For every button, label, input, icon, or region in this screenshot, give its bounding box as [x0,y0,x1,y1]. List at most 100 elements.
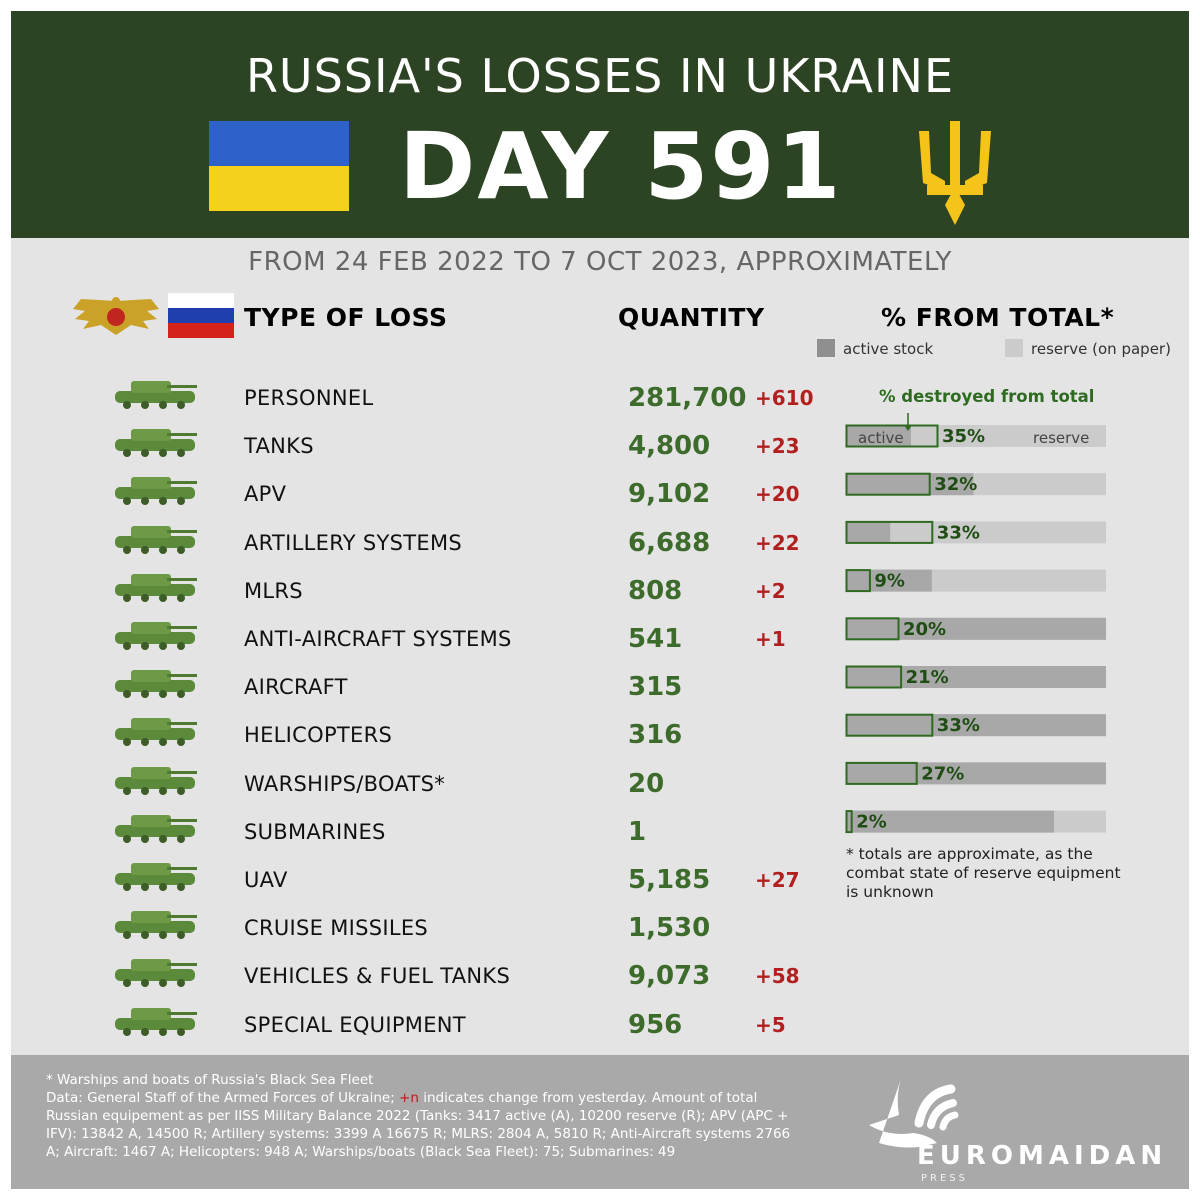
aircraft-icon [101,662,211,706]
russia-flag-icon [168,293,234,338]
bar-active [846,473,974,496]
bar-active [846,810,1054,833]
bar-label: 9% [874,571,905,592]
page-title: RUSSIA'S LOSSES IN UKRAINE [245,49,955,103]
bar-active [846,762,1106,785]
row-quantity: 20 [628,768,665,799]
logo-name: EUROMAIDAN [917,1141,1168,1171]
row-delta: +23 [755,434,800,459]
bar-destroyed [845,713,934,737]
column-header-percent: % FROM TOTAL* [881,303,1115,332]
vehicles-icon [101,951,211,995]
row-delta: +22 [755,530,800,555]
row-label: HELICOPTERS [244,723,393,748]
missile-icon [101,903,211,947]
helicopter-icon [101,710,211,754]
footer-line-2: Data: General Staff of the Armed Forces … [46,1089,806,1161]
row-label: SPECIAL EQUIPMENT [244,1012,466,1037]
row-label: PERSONNEL [244,386,374,410]
row-label: TANKS [244,434,314,459]
row-label: SUBMARINES [244,819,386,844]
bar-reserve-caption: reserve [1033,429,1089,447]
row-quantity: 316 [628,720,683,751]
bar-active [846,714,1106,737]
row-quantity: 1,530 [628,913,711,944]
footer-source: Data: General Staff of the Armed Forces … [46,1090,400,1106]
row-delta: +610 [755,386,814,410]
row-label: VEHICLES & FUEL TANKS [244,964,511,989]
footer: * Warships and boats of Russia's Black S… [11,1055,1189,1189]
percent-chart: 35% 32% 33% 9% 20% 21% 33% 27% 2% active reserve [845,413,1106,834]
bar-label: 27% [921,763,964,784]
bar-destroyed [845,617,900,641]
submarine-icon [101,807,211,851]
bar-destroyed [845,424,939,448]
bar-label: 35% [942,426,985,447]
bar-label: 32% [934,474,977,495]
mlrs-icon [101,566,211,610]
bar-label: 20% [903,619,946,640]
row-quantity: 315 [628,672,683,703]
row-delta: +58 [755,964,800,989]
bar-reserve [846,521,1106,544]
row-delta: +2 [755,578,786,603]
day-counter: DAY 591 [399,113,843,220]
bar-active [846,617,1106,640]
footer-line-1: * Warships and boats of Russia's Black S… [46,1072,374,1088]
footer-text: * Warships and boats of Russia's Black S… [46,1071,806,1161]
row-delta: +1 [755,627,786,651]
column-header-type: TYPE OF LOSS [244,303,448,332]
bar-active [846,521,891,544]
logo-subtitle: PRESS [921,1173,968,1184]
row-label: UAV [244,868,288,892]
footnote-note: * totals are approximate, as the combat … [846,845,1121,901]
bar-destroyed [845,665,903,689]
row-quantity: 9,102 [628,479,711,510]
uav-icon [101,855,211,899]
bar-destroyed [845,761,918,785]
bar-active [846,425,911,447]
row-label: APV [244,482,287,507]
row-delta: +27 [755,868,800,892]
legend-swatch-active [817,339,835,357]
row-quantity: 281,700 [628,383,747,413]
row-delta: +20 [755,482,800,507]
column-header-quantity: QUANTITY [618,303,765,332]
soldiers-icon [101,373,211,417]
bar-label: 21% [906,667,949,688]
row-quantity: 4,800 [628,431,711,462]
row-label: MLRS [244,578,303,603]
ukraine-flag-icon [209,121,349,211]
euromaidan-logo-icon [869,1073,959,1148]
row-quantity: 808 [628,575,683,606]
period-subtitle: FROM 24 FEB 2022 TO 7 OCT 2023, APPROXIM… [248,247,952,277]
row-quantity: 5,185 [628,865,711,895]
bar-label: 33% [937,522,980,543]
russian-emblem-icon [73,297,159,335]
row-quantity: 1 [628,816,647,847]
trident-icon [919,121,991,225]
legend-swatch-reserve [1005,339,1023,357]
row-label: CRUISE MISSILES [244,916,429,941]
row-delta: +5 [755,1012,786,1037]
row-quantity: 6,688 [628,527,711,558]
infographic-card: RUSSIA'S LOSSES IN UKRAINE DAY 591 FROM … [11,11,1189,1189]
row-quantity: 541 [628,624,683,654]
footer-details: indicates change from yesterday. Amount … [46,1090,791,1160]
row-label: ARTILLERY SYSTEMS [244,530,463,555]
row-label: ANTI-AIRCRAFT SYSTEMS [244,627,512,651]
row-quantity: 956 [628,1009,683,1040]
special-equipment-icon [101,1000,211,1044]
footer-delta-key: +n [399,1090,419,1106]
legend-label-reserve: reserve (on paper) [1031,340,1171,358]
row-quantity: 9,073 [628,961,711,992]
bar-destroyed [845,520,934,544]
legend-active: active stock [817,339,933,358]
legend-label-active: active stock [843,340,934,358]
bar-label: 2% [856,812,887,833]
row-label: WARSHIPS/BOATS* [244,771,446,796]
artillery-icon [101,518,211,562]
header-banner: RUSSIA'S LOSSES IN UKRAINE DAY 591 [11,11,1189,238]
bar-destroyed [845,472,931,496]
destroyed-annotation: % destroyed from total [879,387,1095,406]
